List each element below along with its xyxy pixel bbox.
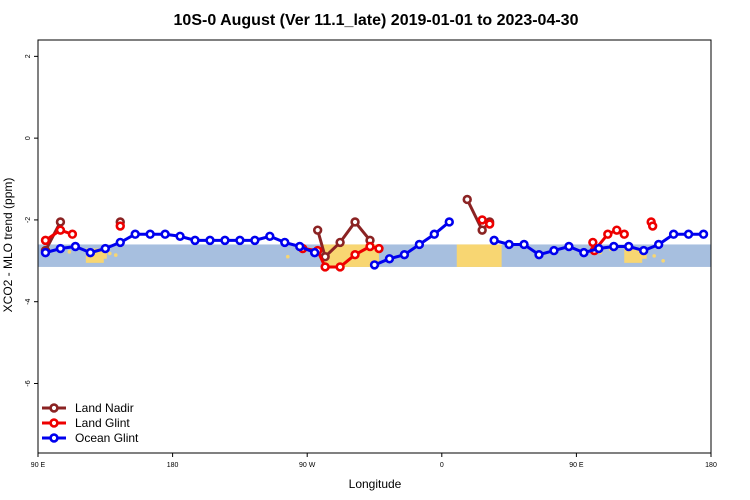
island-2 xyxy=(113,253,118,257)
ocean-glint-point xyxy=(309,247,320,258)
land-glint-point xyxy=(365,241,375,252)
y-tick-label: -2 xyxy=(25,217,32,223)
ocean-glint-point xyxy=(624,241,634,252)
island-3 xyxy=(631,251,636,256)
ocean-glint-point xyxy=(444,217,454,227)
y-tick-label: -6 xyxy=(25,380,32,386)
land-glint-point xyxy=(374,243,384,254)
ocean-glint-point xyxy=(638,245,649,256)
ocean-glint-point xyxy=(579,247,589,258)
island-9 xyxy=(285,254,290,259)
legend-marker-land-nadir xyxy=(49,403,59,413)
ocean-glint-point xyxy=(519,239,529,250)
land-glint-point xyxy=(647,221,658,231)
ocean-glint-point xyxy=(145,229,155,239)
land-africa xyxy=(456,244,502,267)
land-glint-point xyxy=(40,235,51,246)
x-tick-label: 90 E xyxy=(569,462,584,469)
land-glint-point xyxy=(320,262,330,272)
x-tick-label: 90 E xyxy=(31,462,46,469)
series-ocean-glint xyxy=(40,217,709,270)
ocean-glint-point xyxy=(205,235,215,246)
chart-title: 10S-0 August (Ver 11.1_late) 2019-01-01 … xyxy=(174,12,579,29)
ocean-glint-point xyxy=(70,241,81,252)
land-nadir-point xyxy=(350,217,360,227)
land-glint-point xyxy=(612,225,622,235)
ocean-glint-point xyxy=(609,241,619,252)
ocean-glint-point xyxy=(683,229,694,239)
ocean-glint-point xyxy=(549,245,559,256)
ocean-glint-point xyxy=(295,241,305,252)
land-glint-point xyxy=(115,221,125,231)
legend-marker-land-glint xyxy=(49,418,59,428)
ocean-glint-point xyxy=(100,243,111,254)
ocean-glint-point xyxy=(235,235,245,246)
ocean-glint-point xyxy=(190,235,200,246)
x-tick-label: 0 xyxy=(440,462,444,469)
ocean-glint-point xyxy=(489,235,499,246)
ocean-glint-point xyxy=(399,249,410,260)
ocean-glint-point xyxy=(564,241,574,252)
ocean-glint-point xyxy=(250,235,260,246)
land-glint-point xyxy=(603,229,613,239)
ocean-glint-point xyxy=(653,239,664,250)
island-5 xyxy=(661,259,665,263)
ocean-glint-point xyxy=(504,239,514,250)
legend-label-land-glint: Land Glint xyxy=(75,416,130,430)
ocean-glint-point xyxy=(130,229,140,239)
ocean-glint-point xyxy=(55,243,66,254)
y-axis-label: XCO2 - MLO trend (ppm) xyxy=(1,178,15,313)
island-1 xyxy=(107,251,112,256)
ocean-glint-point xyxy=(429,229,440,239)
legend-marker-ocean-glint xyxy=(49,433,59,443)
ocean-glint-point xyxy=(668,229,679,239)
y-tick-label: 2 xyxy=(25,54,32,58)
x-tick-label: 90 W xyxy=(299,462,316,469)
ocean-glint-point xyxy=(220,235,230,246)
land-nadir-point xyxy=(477,225,487,235)
land-glint-point xyxy=(588,237,598,248)
ocean-glint-point xyxy=(384,254,395,264)
ocean-glint-point xyxy=(115,237,125,248)
land-glint-point xyxy=(619,229,629,239)
ocean-glint-point xyxy=(698,229,709,239)
y-tick-label: -4 xyxy=(25,298,32,304)
ocean-glint-point xyxy=(414,239,425,250)
land-nadir-point xyxy=(55,217,66,227)
land-glint-point xyxy=(335,262,345,272)
series-land-glint xyxy=(40,215,658,272)
land-glint-point xyxy=(477,215,487,225)
y-tick-label: 0 xyxy=(25,136,32,140)
island-8 xyxy=(67,250,72,254)
land-nadir-point xyxy=(312,225,323,235)
land-glint-point xyxy=(484,219,495,229)
island-4 xyxy=(652,254,656,258)
ocean-glint-point xyxy=(534,249,544,260)
ocean-glint-point xyxy=(280,237,290,248)
ocean-glint-point xyxy=(594,243,604,254)
ocean-glint-point xyxy=(160,229,170,239)
legend-label-land-nadir: Land Nadir xyxy=(75,401,134,415)
ocean-glint-point xyxy=(265,231,275,241)
land-glint-point xyxy=(55,225,66,235)
legend-label-ocean-glint: Ocean Glint xyxy=(75,431,139,445)
x-tick-label: 180 xyxy=(705,462,717,469)
land-nadir-point xyxy=(462,194,472,205)
land-glint-point xyxy=(67,229,78,239)
ocean-glint-point xyxy=(175,231,185,241)
land-australia-top-left xyxy=(91,250,107,259)
land-glint-point xyxy=(350,249,360,260)
ocean-glint-point xyxy=(85,247,96,258)
x-axis-label: Longitude xyxy=(349,477,402,491)
ocean-glint-point xyxy=(369,260,380,270)
land-australia-top-right xyxy=(633,250,647,259)
land-nadir-point xyxy=(335,237,345,248)
ocean-glint-point xyxy=(40,247,51,258)
plot-frame xyxy=(37,39,712,454)
x-tick-label: 180 xyxy=(167,462,179,469)
